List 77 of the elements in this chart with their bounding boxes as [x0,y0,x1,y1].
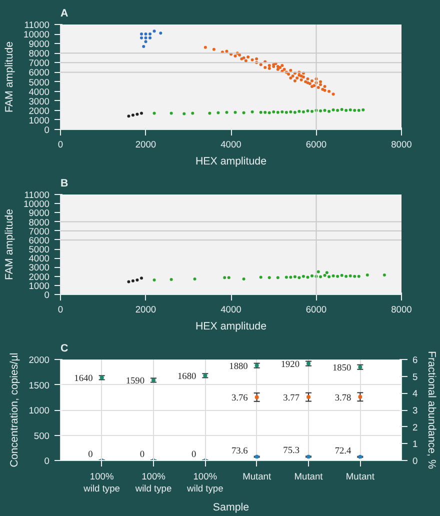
x-tick-label: 100% wild type [186,472,224,494]
x-tick-label: 2000 [135,304,156,314]
y-tick-label: 2000 [28,106,50,116]
chart-title: B [60,178,68,190]
y-tick-label: 11000 [24,190,50,200]
data-label: 0 [140,450,145,460]
y-tick-label: 5000 [28,77,50,88]
y-axis-title: FAM amplitude [4,41,16,113]
y-tick-label: 10000 [24,30,50,40]
data-label: 3.78 [334,393,352,404]
x-tick-label: 2000 [135,140,156,150]
y-axis-title: FAM amplitude [4,208,16,280]
y-tick-label: 3000 [28,96,50,106]
y-tick-label: 9000 [28,208,50,218]
data-label: 1680 [178,372,197,382]
y-tick-label: 8000 [28,48,50,59]
y-tick-label: 9000 [28,39,50,50]
data-label: 72.4 [334,446,352,456]
x-tick-label: 6000 [306,304,327,314]
x-tick-label: 4000 [220,140,242,150]
data-label: 1640 [74,374,94,384]
y-tick-label: 6000 [28,68,50,78]
y2-tick-label: 6 [412,355,418,365]
y-tick-label: 11000 [24,20,50,30]
y-tick-label: 500 [34,430,50,441]
x-axis-title: HEX amplitude [195,320,267,332]
x-tick-label: Mutant [294,472,324,482]
y-tick-label: 1500 [28,380,50,390]
y-tick-label: 1000 [28,115,50,126]
data-label: 73.6 [232,446,248,456]
y-tick-label: 10000 [24,199,50,210]
y2-tick-label: 1 [412,439,418,450]
x-tick-label: Mutant [346,472,375,482]
y-tick-label: 1000 [28,406,50,416]
x-tick-label: Mutant [242,472,272,482]
x-axis-title: Sample [212,502,250,514]
y-tick-label: 7000 [28,58,50,68]
data-label: 1880 [229,362,248,372]
y2-tick-label: 0 [412,456,418,466]
y-tick-label: 6000 [28,235,50,246]
data-label: 0 [88,450,94,460]
data-label: 3.76 [232,394,248,404]
data-label: 3.77 [283,394,300,404]
chart-title: A [60,8,68,20]
x-tick-label: 8000 [391,140,412,150]
data-label: 1920 [280,360,300,370]
y-tick-label: 2000 [28,272,50,282]
y-tick-label: 1000 [28,280,50,291]
y-tick-label: 2000 [28,355,50,365]
y-tick-label: 3000 [28,262,50,273]
data-label: 1590 [126,376,145,387]
y-tick-label: 7000 [28,226,50,236]
y-tick-label: 0 [44,456,50,466]
y-axis-title: Concentration, copies/µl [8,352,21,468]
x-tick-label: 100% wild type [134,472,172,494]
x-tick-label: 100% wild type [82,472,120,494]
y2-tick-label: 3 [412,406,418,416]
y2-axis-title: Fractional abundance, % [426,351,438,470]
x-tick-label: 0 [58,140,64,150]
x-tick-label: 0 [58,304,64,314]
y2-tick-label: 5 [412,372,418,382]
y-tick-label: 8000 [28,217,50,228]
y-tick-label: 5000 [28,244,50,255]
y-tick-label: 4000 [28,254,50,264]
data-label: 1850 [332,364,352,374]
chart-title: C [60,342,68,354]
data-label: 0 [192,450,197,460]
y2-tick-label: 4 [412,388,418,399]
y-tick-label: 4000 [28,86,50,97]
data-label: 75.3 [283,446,300,456]
y-tick-label: 0 [44,290,50,300]
x-tick-label: 8000 [391,304,412,314]
x-tick-label: 6000 [306,140,327,150]
y-tick-label: 0 [44,125,50,135]
y2-tick-label: 2 [412,422,418,432]
x-tick-label: 4000 [220,304,242,314]
x-axis-title: HEX amplitude [195,156,267,168]
